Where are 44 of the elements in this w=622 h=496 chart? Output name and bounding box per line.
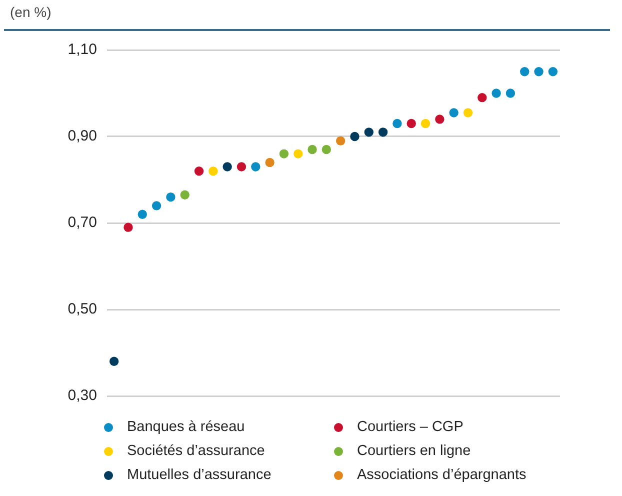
point [520,67,530,76]
point [180,190,190,200]
point [336,136,346,146]
legend-label: Banques à réseau [127,419,245,435]
point [420,118,430,128]
point [350,132,360,142]
point [109,356,119,366]
point [279,149,289,158]
point [406,118,416,128]
point [449,108,458,118]
point [548,67,558,76]
y-tick-label: 0,50 [68,300,97,318]
point [322,144,332,154]
point [294,149,303,158]
point [364,128,374,137]
point [138,210,147,219]
y-tick-label: 0,90 [68,128,97,145]
point [208,166,218,176]
legend-label: Courtiers en ligne [357,443,471,459]
y-tick-label: 0,30 [68,387,97,404]
y-tick-label: 1,10 [68,41,97,58]
point [534,67,544,76]
point [463,108,473,118]
point [492,88,501,98]
y-axis-title: (en %) [10,4,52,20]
point [308,144,317,154]
point [392,118,402,128]
point [378,128,388,137]
point [236,162,246,172]
point [265,158,274,168]
point [478,92,487,102]
point [124,222,133,232]
legend-label: Associations d’épargnants [357,467,526,483]
legend-label: Courtiers – CGP [357,419,464,435]
point [222,162,232,172]
point [506,88,516,98]
point [194,166,204,176]
legend-label: Mutuelles d’assurance [127,467,272,483]
point [166,192,176,202]
point [152,201,162,210]
legend-label: Sociétés d’assurance [127,443,265,459]
y-tick-label: 0,70 [68,214,97,232]
point [251,162,260,172]
point [435,114,444,124]
